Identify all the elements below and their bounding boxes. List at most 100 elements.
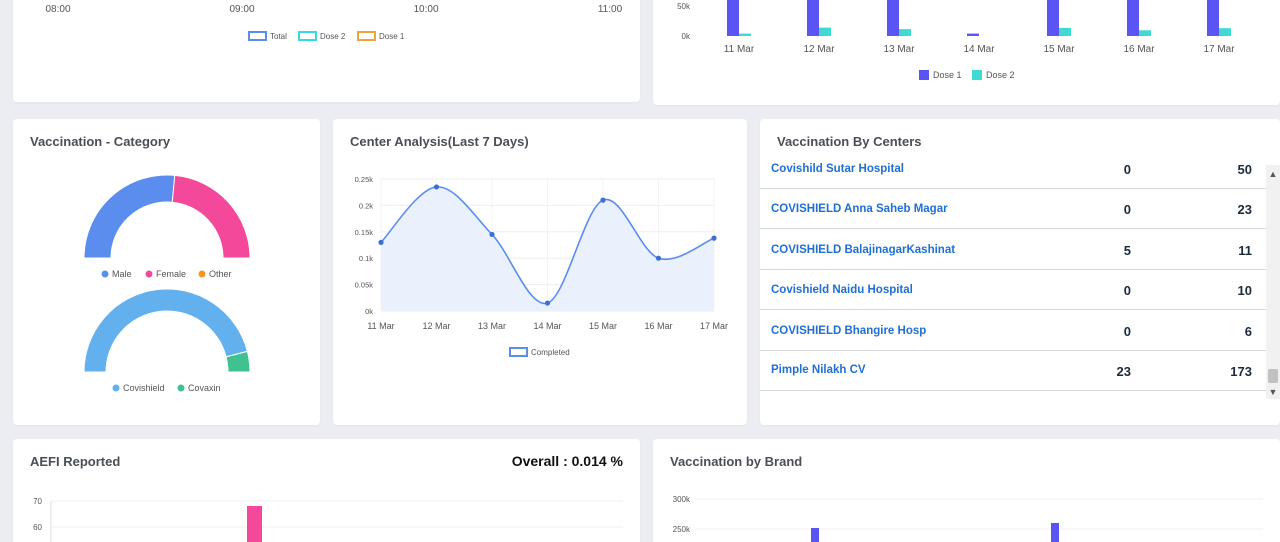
center-row[interactable]: COVISHIELD Anna Saheb Magar 0 23 — [760, 189, 1267, 230]
center-count-b: 6 — [1244, 323, 1252, 339]
center-name-link[interactable]: Covishild Sutar Hospital — [771, 163, 904, 175]
bar-dose2 — [1219, 28, 1231, 36]
donut-slice-covaxin — [225, 350, 251, 373]
center-name-link[interactable]: COVISHIELD Bhangire Hosp — [771, 324, 927, 337]
aefi-overall-value: Overall : 0.014 % — [511, 453, 623, 469]
legend-dot — [145, 270, 153, 278]
aefi-reported-card: AEFI Reported Overall : 0.014 % 70 60 — [13, 439, 640, 542]
centers-list[interactable]: Covishild Sutar Hospital 0 50 COVISHIELD An… — [760, 159, 1267, 401]
donut-slice-male — [83, 174, 176, 259]
vaccination-category-card: Vaccination - Category Male Female Other C… — [13, 119, 320, 425]
legend-swatch — [357, 31, 376, 41]
legend-label: Completed — [531, 348, 570, 357]
x-tick-label: 08:00 — [45, 4, 70, 15]
legend-swatch — [298, 31, 317, 41]
legend-label: Female — [156, 269, 186, 279]
donut-slice-covishield — [83, 288, 249, 373]
daily-dose-chart: 50k 0k 11 Mar 12 Mar 13 Mar 14 Mar 15 Mar 16 M… — [677, 0, 1235, 80]
center-name-link[interactable]: COVISHIELD Anna Saheb Magar — [771, 203, 948, 216]
bar-dose2 — [739, 33, 751, 36]
x-tick-label: 09:00 — [229, 4, 254, 15]
data-point — [655, 255, 662, 261]
center-name-link[interactable]: COVISHIELD BalajinagarKashinat — [771, 243, 956, 256]
donut-slice-female — [171, 174, 251, 259]
hourly-vaccination-card: 08:00 09:00 10:00 11:00 Total Dose 2 Dose 1 — [13, 0, 640, 102]
bar-dose1 — [1047, 0, 1059, 36]
data-point — [378, 239, 384, 245]
center-row[interactable]: COVISHIELD Bhangire Hosp 0 6 — [760, 311, 1267, 351]
y-tick-label: 60 — [33, 523, 42, 532]
bar-dose1 — [1207, 0, 1219, 36]
center-count-a: 23 — [1116, 364, 1131, 379]
card-title: Vaccination By Centers — [777, 134, 922, 149]
data-point — [489, 231, 495, 238]
card-title: Vaccination - Category — [30, 134, 171, 149]
area-fill — [381, 186, 714, 311]
bar-dose2 — [899, 29, 911, 36]
x-tick-label: 12 Mar — [803, 44, 835, 55]
hourly-chart-fragment: 08:00 09:00 10:00 11:00 Total Dose 2 Dose 1 — [45, 4, 623, 41]
center-count-a: 0 — [1123, 323, 1131, 339]
x-tick-label: 16 Mar — [644, 321, 672, 331]
center-count-a: 0 — [1123, 283, 1131, 299]
center-row[interactable]: Covishild Sutar Hospital 0 50 — [760, 159, 1267, 189]
y-tick-label: 0k — [682, 32, 691, 41]
brand-bar — [811, 528, 819, 542]
legend-dot — [101, 270, 109, 278]
center-count-b: 11 — [1238, 242, 1252, 258]
center-count-a: 0 — [1123, 202, 1131, 218]
legend-label: Covishield — [123, 383, 165, 393]
x-tick-label: 15 Mar — [1043, 44, 1075, 55]
chevron-down-icon[interactable]: ▼ — [1268, 387, 1278, 397]
legend-label: Dose 2 — [986, 70, 1015, 80]
x-tick-label: 15 Mar — [589, 321, 617, 331]
x-tick-label: 11:00 — [598, 4, 623, 15]
legend-dot — [198, 270, 206, 278]
legend-label: Dose 2 — [320, 32, 346, 41]
scroll-thumb[interactable] — [1268, 369, 1278, 383]
brand-bar — [1051, 523, 1059, 542]
card-title: Center Analysis(Last 7 Days) — [350, 134, 529, 149]
brand-chart-fragment: 300k 250k — [673, 495, 1263, 542]
y-tick-label: 0.1k — [359, 254, 373, 263]
bar-dose1 — [727, 0, 739, 36]
legend-label: Covaxin — [188, 383, 221, 393]
center-analysis-card: Center Analysis(Last 7 Days) 0.25k 0.2k 0.… — [333, 119, 747, 425]
x-tick-label: 11 Mar — [367, 321, 394, 331]
centers-scrollbar[interactable]: ▲ ▼ — [1266, 165, 1280, 399]
center-row[interactable]: Pimple Nilakh CV 23 173 — [760, 351, 1267, 391]
center-count-b: 23 — [1237, 202, 1252, 218]
legend-swatch — [972, 70, 982, 80]
y-tick-label: 0k — [365, 307, 373, 316]
bar-dose2 — [1139, 30, 1151, 36]
legend-swatch — [248, 31, 267, 41]
legend-label: Total — [270, 32, 287, 41]
x-tick-label: 11 Mar — [724, 44, 755, 55]
center-count-a: 5 — [1123, 242, 1131, 258]
center-row[interactable]: COVISHIELD BalajinagarKashinat 5 11 — [760, 230, 1267, 270]
daily-dose-card: 50k 0k 11 Mar 12 Mar 13 Mar 14 Mar 15 Mar 16 M… — [653, 0, 1280, 105]
bar-dose1 — [967, 33, 979, 36]
bar-dose1 — [1127, 0, 1139, 36]
x-tick-label: 17 Mar — [700, 321, 728, 331]
data-point — [433, 184, 440, 190]
center-row[interactable]: Covishield Naidu Hospital 0 10 — [760, 270, 1267, 311]
legend-label: Other — [209, 269, 232, 279]
center-analysis-chart: 0.25k 0.2k 0.15k 0.1k 0.05k 0k 11 Mar 12 Mar 13… — [355, 175, 728, 357]
chevron-up-icon[interactable]: ▲ — [1268, 169, 1278, 179]
legend-swatch — [919, 70, 929, 80]
y-tick-label: 0.15k — [355, 228, 374, 237]
center-name-link[interactable]: Covishield Naidu Hospital — [771, 284, 913, 297]
legend-dot — [112, 384, 120, 392]
x-tick-label: 13 Mar — [883, 44, 915, 55]
bar-dose1 — [807, 0, 819, 36]
legend-label: Male — [112, 269, 132, 279]
legend-label: Dose 1 — [933, 70, 962, 80]
x-tick-label: 14 Mar — [533, 321, 561, 331]
y-tick-label: 300k — [673, 495, 691, 504]
x-tick-label: 13 Mar — [478, 321, 506, 331]
y-tick-label: 0.25k — [355, 175, 374, 184]
y-tick-label: 0.05k — [355, 281, 374, 290]
center-name-link[interactable]: Pimple Nilakh CV — [771, 364, 866, 376]
y-tick-label: 70 — [33, 497, 42, 506]
